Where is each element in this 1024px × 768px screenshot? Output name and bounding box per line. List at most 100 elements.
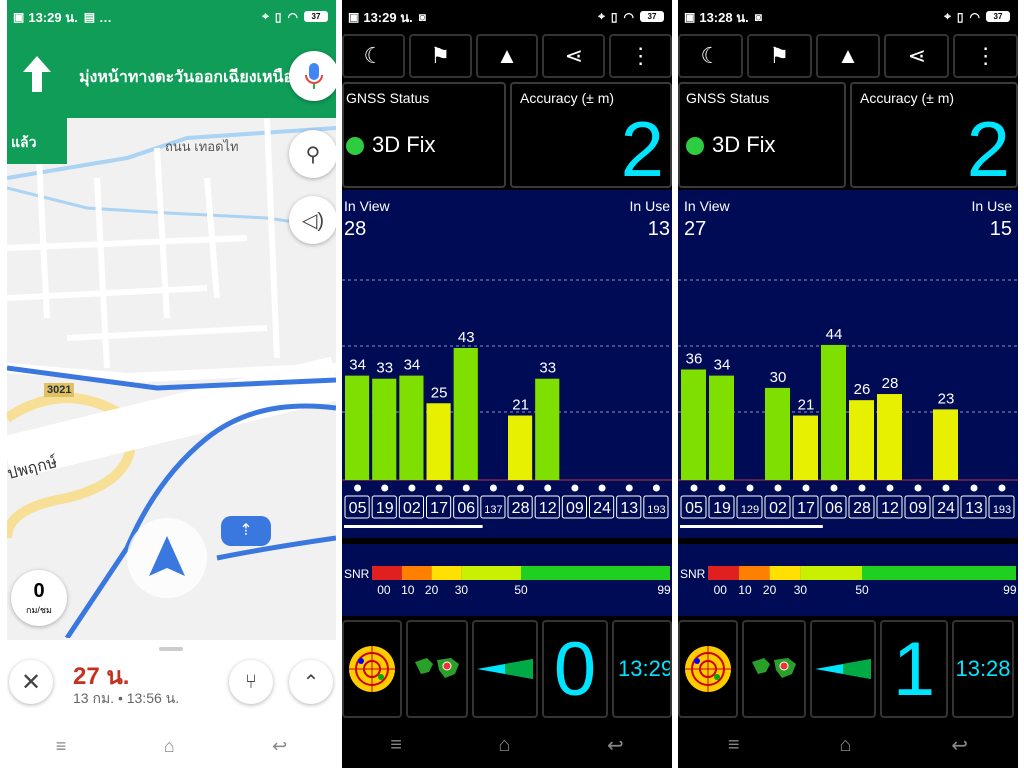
- accuracy-value: 2: [966, 105, 1010, 193]
- snr-value-label: 25: [431, 384, 448, 401]
- snr-value-label: 26: [854, 381, 871, 398]
- used-dot: [381, 484, 389, 492]
- snr-value-label: 33: [539, 360, 556, 377]
- snr-bar: [372, 378, 397, 480]
- menu-icon[interactable]: ≡: [390, 733, 402, 756]
- more-button[interactable]: ⋮: [953, 34, 1018, 78]
- home-icon[interactable]: ⌂: [498, 733, 511, 756]
- location-icon: ⌖: [262, 9, 269, 23]
- navigation-arrow-icon: ▲: [496, 43, 518, 68]
- system-nav-bar: ≡ ⌂ ↩: [342, 722, 672, 768]
- search-button[interactable]: ⚲: [289, 130, 336, 178]
- sky-plot-button[interactable]: [678, 620, 738, 718]
- prn-label: 137: [484, 504, 502, 516]
- flag-button[interactable]: ⚑: [746, 34, 812, 78]
- prn-box: [764, 495, 791, 519]
- person-flag-icon: ⚑: [430, 43, 451, 68]
- prn-box: [371, 495, 397, 519]
- home-icon[interactable]: ⌂: [163, 735, 175, 756]
- alternate-routes-button[interactable]: ⑂: [229, 660, 273, 704]
- snr-scale-segment: [708, 566, 739, 580]
- used-dot: [998, 484, 1006, 492]
- speaker-icon: ◁): [301, 209, 325, 232]
- used-dot: [354, 484, 362, 492]
- satellite-panel: In View 27 In Use 15 36 05 34 19 129 30 02 21 17…: [678, 190, 1018, 538]
- vibrate-icon: ▯: [956, 9, 964, 24]
- sound-button[interactable]: ◁): [289, 196, 336, 244]
- sky-plot-button[interactable]: [342, 620, 402, 718]
- prn-label: 02: [769, 500, 787, 517]
- share-icon: ⋖: [907, 43, 926, 68]
- snr-scale-segment: [769, 566, 801, 580]
- home-icon[interactable]: ⌂: [839, 733, 852, 756]
- snr-tick-label: 99: [1003, 583, 1017, 597]
- prn-label: 02: [403, 500, 421, 517]
- radar-icon: [685, 646, 731, 692]
- snr-bar: [933, 409, 958, 480]
- menu-icon[interactable]: ≡: [55, 735, 67, 756]
- prn-label: 24: [593, 500, 611, 517]
- menu-icon[interactable]: ≡: [727, 733, 740, 756]
- in-view-label: In View: [684, 198, 730, 214]
- world-map-button[interactable]: [742, 620, 806, 718]
- more-button[interactable]: ⋮: [609, 34, 672, 78]
- close-navigation-button[interactable]: ✕: [9, 660, 53, 704]
- navigate-button[interactable]: ▲: [815, 34, 881, 78]
- snr-bar: [681, 369, 706, 480]
- night-mode-button[interactable]: ☾: [342, 34, 405, 78]
- fix-status-dot: [686, 137, 704, 156]
- fix-status-dot: [346, 137, 364, 156]
- fork-icon: ⑂: [245, 670, 257, 693]
- snr-value-label: 36: [686, 350, 703, 367]
- snr-bar: [793, 415, 818, 480]
- compass-button[interactable]: [810, 620, 876, 718]
- road-badge: 3021: [44, 383, 75, 397]
- map-view[interactable]: แล้ว ถนน เทอดไท 3021 ปพฤกษ์ ⇡ ⚲ ◁) 0 กม/…: [7, 118, 336, 638]
- gnss-status-panel: GNSS Status 3D Fix: [678, 82, 846, 188]
- drag-handle[interactable]: [159, 647, 183, 651]
- wifi-icon: ◠: [287, 9, 298, 24]
- voice-search-button[interactable]: [289, 51, 336, 101]
- expand-button[interactable]: ⌃: [289, 660, 333, 704]
- prn-box: [848, 495, 875, 519]
- snr-bar: [821, 344, 846, 480]
- snr-value-label: 43: [458, 329, 475, 346]
- prn-label: 28: [512, 500, 530, 517]
- notification-icon: ▣: [684, 10, 696, 24]
- back-icon[interactable]: ↩: [606, 734, 624, 757]
- night-mode-button[interactable]: ☾: [678, 34, 743, 78]
- snr-tick-label: 30: [794, 583, 808, 597]
- satellite-panel: In View 28 In Use 13 34 05 33 19 34 02 25 17 43 0…: [342, 190, 672, 538]
- navigation-banner[interactable]: มุ่งหน้าทางตะวันออกเฉียงเหนือ: [7, 34, 336, 118]
- in-use-label: In Use: [971, 198, 1012, 214]
- instruction-text: มุ่งหน้าทางตะวันออกเฉียงเหนือ: [79, 69, 294, 86]
- camera-icon: ◙: [418, 10, 426, 24]
- navigate-button[interactable]: ▲: [475, 34, 539, 78]
- flag-button[interactable]: ⚑: [408, 34, 472, 78]
- world-map-button[interactable]: [406, 620, 468, 718]
- toolbar: ☾ ⚑ ▲ ⋖ ⋮: [678, 34, 1018, 78]
- compass-button[interactable]: [472, 620, 538, 718]
- prn-label: 24: [937, 500, 955, 517]
- more-vert-icon: ⋮: [974, 43, 997, 68]
- prn-box: [561, 495, 587, 519]
- prn-box: [932, 495, 959, 519]
- back-icon[interactable]: ↩: [272, 735, 288, 756]
- status-bar: ▣ 13:29 น. ▤ … ⌖ ▯ ◠ 37: [7, 0, 336, 34]
- snr-tick-label: 10: [401, 583, 415, 597]
- share-button[interactable]: ⋖: [542, 34, 606, 78]
- share-button[interactable]: ⋖: [884, 34, 950, 78]
- back-icon[interactable]: ↩: [951, 734, 969, 757]
- prn-label: 05: [685, 500, 703, 517]
- prn-label: 28: [853, 500, 871, 517]
- snr-tick-label: 20: [763, 583, 777, 597]
- used-dot: [489, 484, 497, 492]
- chevron-up-icon: ⌃: [302, 671, 320, 694]
- snr-scale-segment: [431, 566, 462, 580]
- snr-tick-label: 00: [377, 583, 391, 597]
- prn-box: [708, 495, 735, 519]
- wifi-icon: ◠: [969, 9, 980, 24]
- used-dot: [830, 484, 838, 492]
- then-chip: แล้ว: [7, 118, 67, 164]
- prn-label: 12: [539, 500, 557, 517]
